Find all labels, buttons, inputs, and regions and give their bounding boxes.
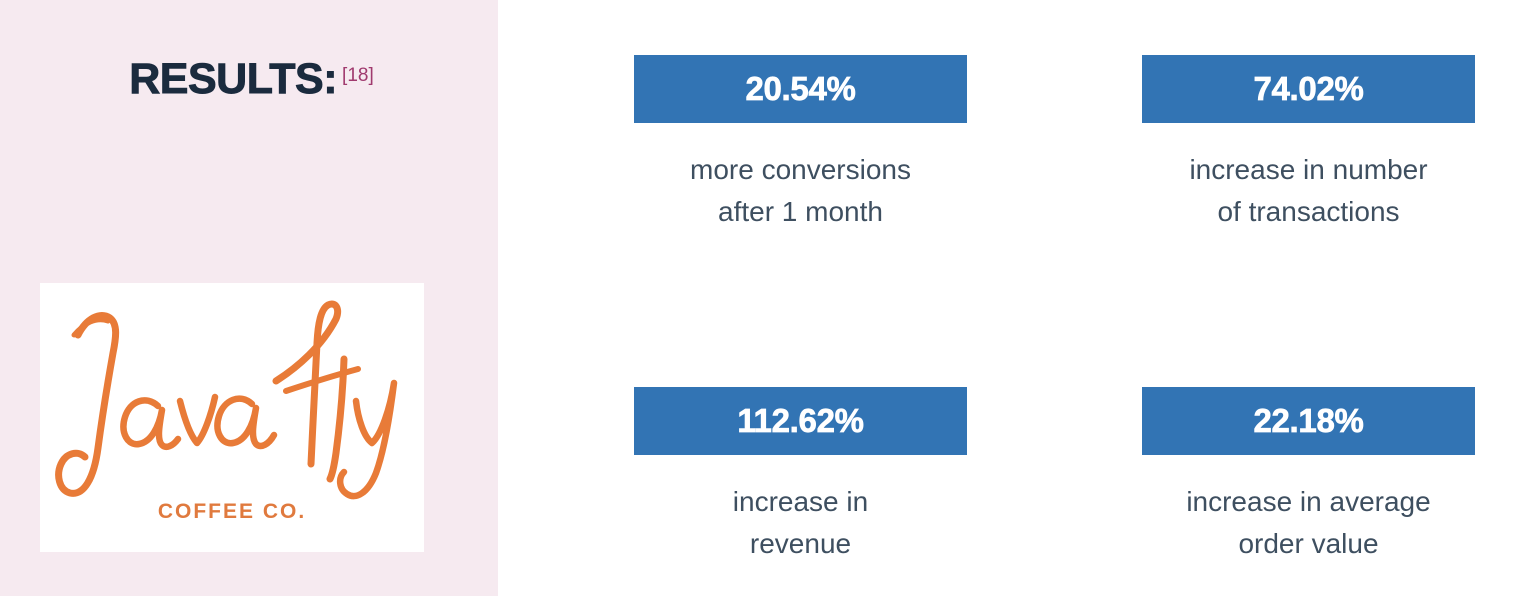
javafly-logo-card: COFFEE CO. — [40, 283, 424, 552]
stat-value: 22.18% — [1253, 402, 1364, 440]
stat-value-bar: 22.18% — [1142, 387, 1475, 455]
javafly-script-logo-icon — [40, 283, 424, 508]
stats-grid: 20.54% more conversions after 1 month 74… — [498, 0, 1524, 596]
stat-caption: increase in revenue — [732, 486, 869, 559]
stat-value-bar: 74.02% — [1142, 55, 1475, 123]
stat-value-bar: 112.62% — [634, 387, 967, 455]
stat-value-bar: 20.54% — [634, 55, 967, 123]
stat-caption: more conversions after 1 month — [690, 154, 911, 227]
stat-value: 20.54% — [745, 70, 856, 108]
stat-card-transactions: 74.02% increase in number of transaction… — [1142, 55, 1475, 233]
stat-card-conversions: 20.54% more conversions after 1 month — [634, 55, 967, 233]
page-title-text: RESULTS: — [129, 55, 338, 103]
citation-reference: [18] — [342, 65, 374, 86]
stat-caption: increase in average order value — [1186, 486, 1431, 559]
page-title: RESULTS: [18] — [0, 55, 498, 103]
left-panel: RESULTS: [18] — [0, 0, 498, 596]
stat-value: 74.02% — [1253, 70, 1364, 108]
stat-card-average-order-value: 22.18% increase in average order value — [1142, 387, 1475, 565]
stat-caption: increase in number of transactions — [1189, 154, 1428, 227]
stat-card-revenue: 112.62% increase in revenue — [634, 387, 967, 565]
stat-value: 112.62% — [737, 402, 864, 440]
javafly-tagline: COFFEE CO. — [157, 500, 307, 523]
